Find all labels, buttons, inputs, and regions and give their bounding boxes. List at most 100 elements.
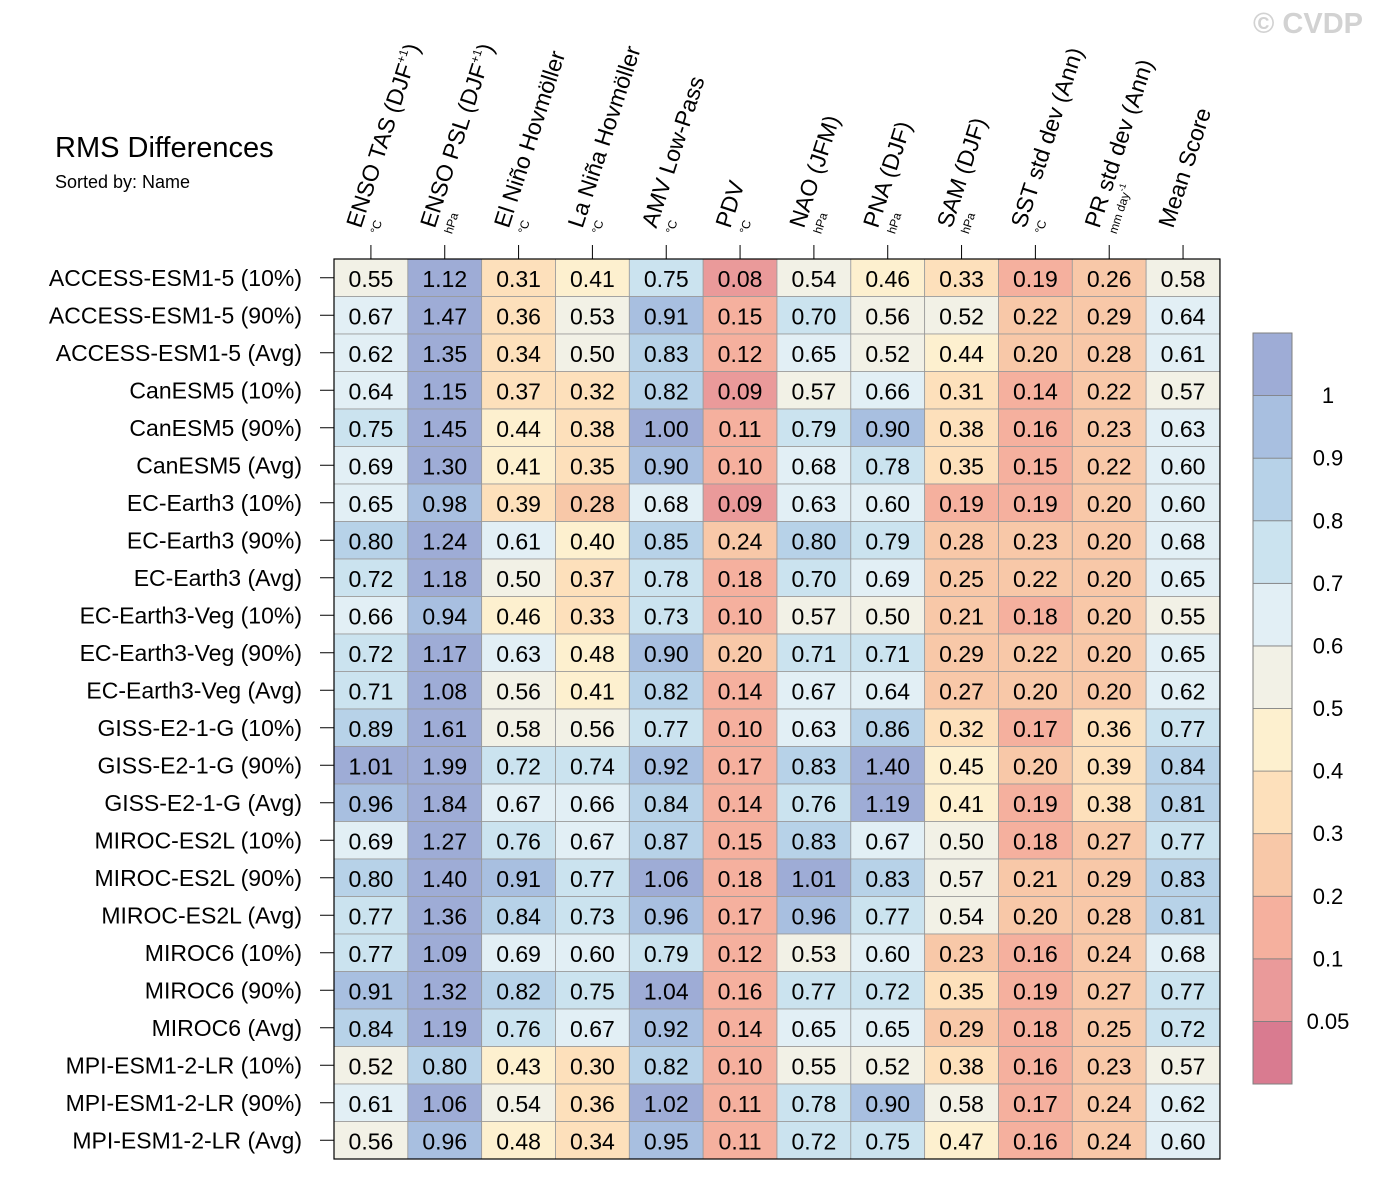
cell-value: 0.48 bbox=[496, 1128, 541, 1154]
cell-value: 0.10 bbox=[718, 603, 763, 629]
cell-value: 1.06 bbox=[644, 866, 689, 892]
heatmap-cell bbox=[924, 333, 999, 372]
cell-value: 0.54 bbox=[496, 1091, 541, 1117]
cell-value: 0.77 bbox=[1161, 716, 1206, 742]
cell-value: 0.79 bbox=[644, 941, 689, 967]
heatmap-cell bbox=[776, 258, 852, 297]
cell-value: 0.75 bbox=[570, 978, 615, 1004]
cell-value: 0.62 bbox=[349, 341, 394, 367]
cell-value: 0.20 bbox=[1013, 678, 1058, 704]
cell-value: 0.11 bbox=[719, 416, 762, 442]
heatmap-cell bbox=[628, 596, 704, 635]
cell-value: 0.64 bbox=[349, 378, 394, 404]
heatmap-cell bbox=[850, 896, 926, 935]
cell-value: 0.69 bbox=[349, 828, 394, 854]
cell-value: 0.17 bbox=[1013, 1091, 1058, 1117]
colorbar-segment bbox=[1252, 457, 1293, 522]
cell-value: 0.36 bbox=[496, 303, 541, 329]
cell-value: 0.14 bbox=[718, 791, 763, 817]
heatmap-cell bbox=[407, 371, 483, 410]
cell-value: 0.65 bbox=[1161, 641, 1206, 667]
cell-value: 1.35 bbox=[422, 341, 467, 367]
cell-value: 0.29 bbox=[939, 641, 984, 667]
heatmap-grid: 0.55 1.12 0.31 0.41 0.75 0.08 0.54 0.46 0.33 0.19… bbox=[333, 258, 1221, 1160]
heatmap-cell bbox=[850, 521, 926, 560]
cell-value: 0.70 bbox=[792, 566, 837, 592]
cell-value: 1.01 bbox=[792, 866, 837, 892]
heatmap-cell bbox=[1145, 783, 1221, 822]
heatmap-cell bbox=[1071, 558, 1147, 597]
heatmap-cell bbox=[1071, 971, 1147, 1010]
cell-value: 0.71 bbox=[792, 641, 837, 667]
heatmap-cell bbox=[924, 971, 999, 1010]
heatmap-cell bbox=[555, 896, 630, 935]
cell-value: 0.80 bbox=[792, 528, 837, 554]
cell-value: 0.81 bbox=[1161, 903, 1206, 929]
cell-value: 0.43 bbox=[496, 1053, 541, 1079]
cell-value: 0.98 bbox=[422, 491, 467, 517]
cell-value: 0.15 bbox=[1013, 453, 1058, 479]
cell-value: 0.20 bbox=[1087, 528, 1132, 554]
cell-value: 0.73 bbox=[570, 903, 615, 929]
cell-value: 0.11 bbox=[719, 1128, 762, 1154]
column-unit: hPa bbox=[958, 211, 978, 236]
cell-value: 0.66 bbox=[865, 378, 910, 404]
heatmap-cell bbox=[702, 783, 778, 822]
heatmap-cell bbox=[1071, 671, 1147, 710]
heatmap-cell bbox=[1145, 1083, 1221, 1122]
cell-value: 0.94 bbox=[422, 603, 467, 629]
heatmap-cell bbox=[1145, 296, 1221, 335]
heatmap-cell bbox=[702, 933, 778, 972]
cell-value: 0.82 bbox=[644, 1053, 689, 1079]
heatmap-cell bbox=[1145, 633, 1221, 672]
heatmap-cell bbox=[628, 671, 704, 710]
cell-value: 0.60 bbox=[1161, 453, 1206, 479]
cell-value: 0.17 bbox=[718, 753, 763, 779]
cell-value: 0.76 bbox=[496, 1016, 541, 1042]
cell-value: 0.96 bbox=[422, 1128, 467, 1154]
heatmap-cell bbox=[1145, 1008, 1221, 1047]
cell-value: 0.96 bbox=[644, 903, 689, 929]
cell-value: 0.12 bbox=[718, 941, 763, 967]
column-label-main: PNA (DJF) bbox=[858, 118, 917, 231]
heatmap-cell bbox=[555, 746, 630, 785]
cell-value: 1.40 bbox=[865, 753, 910, 779]
cell-value: 0.87 bbox=[644, 828, 689, 854]
heatmap-cell bbox=[407, 858, 483, 897]
cell-value: 1.08 bbox=[422, 678, 467, 704]
cell-value: 0.46 bbox=[496, 603, 541, 629]
heatmap-cell bbox=[998, 746, 1073, 785]
row-label: ACCESS-ESM1-5 (90%) bbox=[49, 302, 302, 328]
cell-value: 0.08 bbox=[718, 266, 763, 292]
heatmap-cell bbox=[998, 521, 1073, 560]
cell-value: 0.34 bbox=[496, 341, 541, 367]
cell-value: 0.16 bbox=[1013, 416, 1058, 442]
cell-value: 0.22 bbox=[1013, 566, 1058, 592]
column-unit-text: °C bbox=[515, 218, 533, 235]
cell-value: 0.60 bbox=[865, 941, 910, 967]
cell-value: 0.20 bbox=[1013, 903, 1058, 929]
cell-value: 0.72 bbox=[792, 1128, 837, 1154]
row-label: MPI-ESM1-2-LR (Avg) bbox=[72, 1127, 302, 1153]
cell-value: 0.90 bbox=[865, 1091, 910, 1117]
row-label: CanESM5 (90%) bbox=[129, 415, 302, 441]
heatmap-cell bbox=[407, 783, 483, 822]
cell-value: 0.37 bbox=[496, 378, 541, 404]
cell-value: 0.39 bbox=[496, 491, 541, 517]
cell-value: 0.83 bbox=[792, 828, 837, 854]
cell-value: 0.53 bbox=[792, 941, 837, 967]
heatmap-cell bbox=[628, 258, 704, 297]
cell-value: 0.60 bbox=[570, 941, 615, 967]
heatmap-cell bbox=[1071, 483, 1147, 522]
heatmap-cell bbox=[555, 558, 630, 597]
row-label: MPI-ESM1-2-LR (90%) bbox=[66, 1090, 302, 1116]
heatmap-cell bbox=[850, 783, 926, 822]
cell-value: 0.69 bbox=[496, 941, 541, 967]
cell-value: 1.19 bbox=[422, 1016, 467, 1042]
cell-value: 0.67 bbox=[570, 828, 615, 854]
column-unit-text: hPa bbox=[441, 211, 461, 236]
heatmap-cell bbox=[1071, 1008, 1147, 1047]
heatmap-cell bbox=[1145, 896, 1221, 935]
chart-subtitle: Sorted by: Name bbox=[55, 172, 190, 192]
cell-value: 1.17 bbox=[422, 641, 467, 667]
